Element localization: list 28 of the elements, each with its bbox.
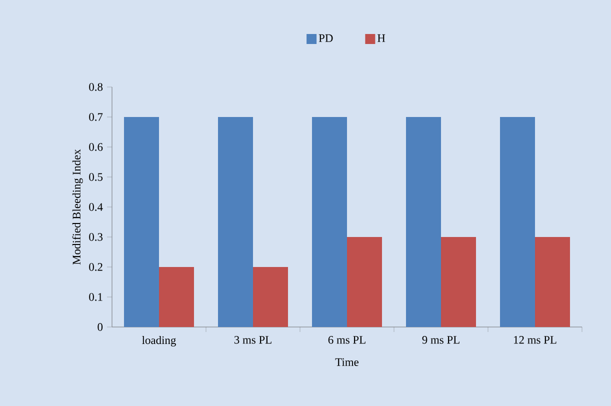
y-axis-title: Modified Bleeding Index <box>72 149 83 265</box>
x-tick-label: 9 ms PL <box>422 336 460 344</box>
bar <box>535 237 570 327</box>
bar <box>500 117 535 327</box>
y-tick-label: 0.1 <box>89 293 102 301</box>
y-tick-label: 0.2 <box>89 263 102 271</box>
bar <box>159 267 194 327</box>
bar <box>312 117 347 327</box>
bar <box>218 117 253 327</box>
x-axis-title: Time <box>335 358 358 366</box>
bar <box>124 117 159 327</box>
x-tick-label: 3 ms PL <box>234 336 272 344</box>
y-tick-label: 0.3 <box>89 233 103 241</box>
y-tick-label: 0.4 <box>89 203 103 211</box>
legend-label: H <box>378 34 386 42</box>
bar <box>253 267 288 327</box>
y-tick-label: 0.6 <box>89 143 103 151</box>
y-tick-label: 0.7 <box>89 113 103 121</box>
y-tick-label: 0 <box>98 323 103 331</box>
bar <box>441 237 476 327</box>
x-tick-label: 6 ms PL <box>328 336 366 344</box>
y-tick-label: 0.5 <box>89 173 103 181</box>
bar <box>406 117 441 327</box>
y-tick-label: 0.8 <box>89 83 103 91</box>
x-tick-label: 12 ms PL <box>514 336 556 344</box>
bar <box>347 237 382 327</box>
legend-label: PD <box>318 34 333 42</box>
x-tick-label: loading <box>142 336 176 346</box>
